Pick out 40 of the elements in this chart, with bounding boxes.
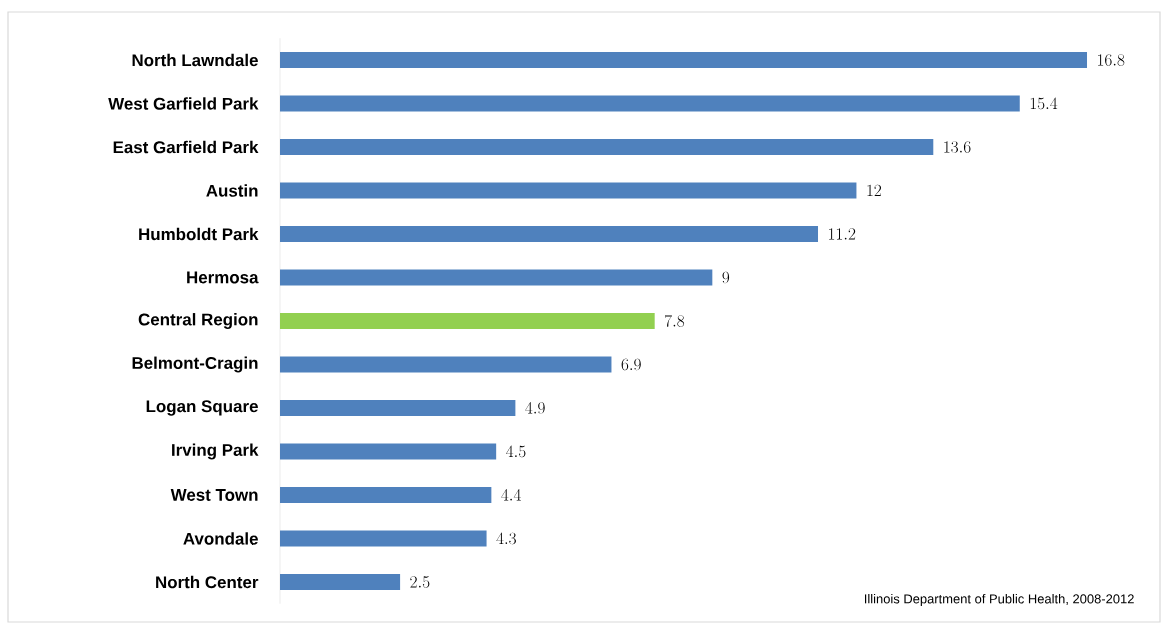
data-label: 6.9 [621,358,641,371]
bar [280,356,612,373]
data-label: 12 [867,184,882,197]
data-label: 7.8 [665,314,685,327]
bar [280,486,492,503]
data-label: 9 [722,271,730,284]
data-label: 4.3 [496,532,516,545]
bar [280,138,934,155]
y-tick-label: Irving Park [172,443,259,460]
bar [280,399,516,416]
bar [280,269,713,286]
y-tick-label: West Garfield Park [108,97,259,110]
data-label: 4.4 [501,489,522,501]
data-label: 11 .2 [829,228,856,240]
bar [280,182,857,199]
y-tick-label: Humboldt Park [139,227,259,241]
bar [280,312,655,329]
bar [280,225,819,242]
data-label: 16.8 [1098,54,1125,66]
bar [280,51,1088,68]
data-label: 2.5 [410,576,430,588]
annotation: Illinois Department of Public Health, 2008-2012 [864,593,1134,607]
y-tick-label: North Lawndale [132,53,258,67]
data-label: 4.5 [506,445,526,458]
bar [280,95,1020,112]
y-tick-label: Avondale [183,532,258,545]
y-tick-label: North Center [156,575,259,589]
y-tick-label: Hermosa [187,271,259,284]
data-label: 13.6 [944,141,971,153]
y-tick-label: West Town [170,489,258,501]
bar [280,573,401,590]
y-tick-label: Belmont-Cragin [132,356,258,373]
bar [280,443,497,460]
y-tick-label: Austin [206,184,258,197]
bar [280,530,487,547]
data-label: 15.4 [1030,97,1058,110]
y-tick-label: Logan Square [146,400,258,416]
y-tick-label: Central Region [138,313,258,329]
y-tick-label: East Garfield Park [113,140,259,154]
data-label: 4.9 [525,402,545,414]
